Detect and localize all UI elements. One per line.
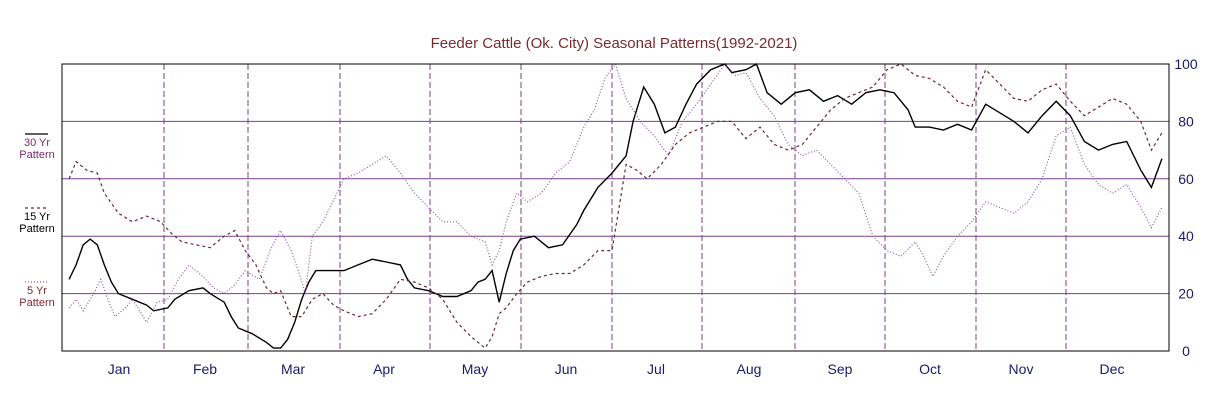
x-tick-oct: Oct: [919, 361, 941, 377]
y-tick-label: 60: [1178, 171, 1194, 187]
y-tick-label: 0: [1182, 343, 1190, 359]
legend-label: 30 Yr: [24, 137, 50, 149]
y-tick-label: 40: [1178, 228, 1194, 244]
legend-label: 15 Yr: [24, 211, 50, 223]
legend-label-sub: Pattern: [19, 149, 54, 161]
series-line-30-yr-pattern: [68, 63, 1163, 349]
chart-title: Feeder Cattle (Ok. City) Seasonal Patter…: [431, 35, 798, 52]
grid: [62, 63, 1169, 352]
series-lines: [68, 62, 1163, 350]
x-axis-months: Jan Feb Mar Apr May Jun Jul Aug Sep Oct Nov Dec: [108, 361, 1125, 377]
x-tick-mar: Mar: [281, 361, 305, 377]
plot-area-frame: [61, 63, 1170, 352]
x-tick-nov: Nov: [1009, 361, 1034, 377]
y-tick-label: 100: [1174, 56, 1198, 72]
y-axis-ticks: 0 20 40 60 80 100: [1174, 56, 1198, 359]
x-tick-aug: Aug: [737, 361, 762, 377]
legend-label-sub: Pattern: [19, 297, 54, 309]
x-tick-jul: Jul: [647, 361, 665, 377]
x-tick-dec: Dec: [1100, 361, 1125, 377]
legend-label: 5 Yr: [27, 285, 47, 297]
x-tick-jan: Jan: [108, 361, 131, 377]
x-tick-may: May: [462, 361, 488, 377]
x-tick-feb: Feb: [193, 361, 217, 377]
series-line-15-yr-pattern: [68, 63, 1163, 350]
legend-label-sub: Pattern: [19, 223, 54, 235]
x-tick-sep: Sep: [828, 361, 853, 377]
x-tick-jun: Jun: [555, 361, 578, 377]
y-tick-label: 20: [1178, 286, 1194, 302]
series-line-5-yr-pattern: [68, 62, 1163, 324]
y-tick-label: 80: [1178, 113, 1194, 129]
x-tick-apr: Apr: [373, 361, 395, 377]
